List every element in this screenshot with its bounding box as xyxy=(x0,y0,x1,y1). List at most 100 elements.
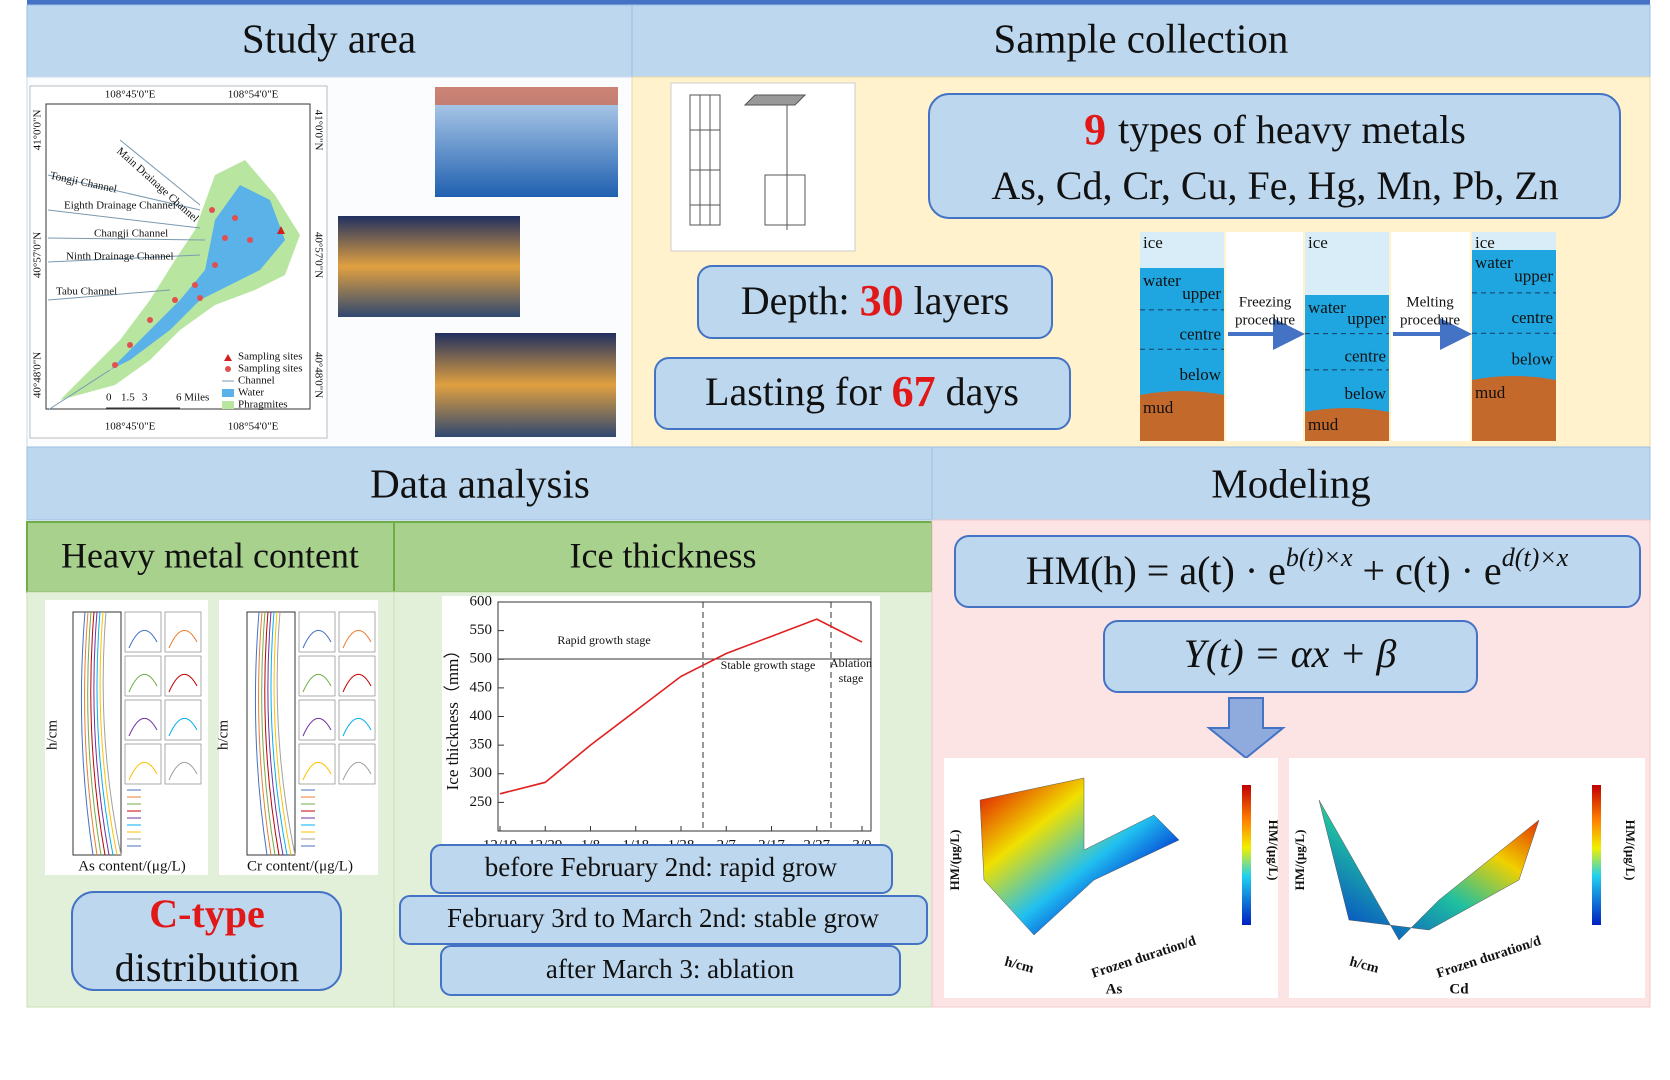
layer-label: mud xyxy=(1308,415,1339,434)
surface xyxy=(1318,799,1540,941)
formula-box xyxy=(1103,620,1478,693)
header-bg xyxy=(26,446,933,521)
highlight-text: C-type xyxy=(149,891,265,936)
info-text: types of heavy metals xyxy=(1118,107,1466,152)
map-label: 40°57'0"N xyxy=(32,232,44,278)
map-label: 108°54'0"E xyxy=(228,421,279,433)
mini-frame xyxy=(298,655,336,697)
photo xyxy=(338,216,520,317)
mini-frame xyxy=(338,743,376,785)
mini-curve xyxy=(302,674,332,693)
y-tick-label: 350 xyxy=(470,737,493,753)
map-label: Eighth Drainage Channel xyxy=(64,200,176,212)
map-label: 108°45'0"E xyxy=(105,89,156,101)
top-strip xyxy=(27,0,1650,5)
axis-title: HM/(μg/L) xyxy=(1266,820,1281,881)
y-tick-label: 600 xyxy=(470,593,493,609)
map-label: 41°0'0"N xyxy=(32,110,44,151)
highlight-text: C-type xyxy=(149,891,265,936)
profile-curve xyxy=(261,611,276,856)
profile-curve xyxy=(270,611,288,856)
process-label: Freezing xyxy=(1239,294,1292,310)
annotation: Ablation xyxy=(830,656,872,670)
subheader: Ice thickness xyxy=(570,535,757,575)
layer-label: centre xyxy=(1344,347,1386,366)
header: Sample collection xyxy=(994,15,1289,61)
formula-part: d(t)×x xyxy=(1502,543,1569,572)
layer-label: ice xyxy=(1308,233,1328,252)
plot-bg xyxy=(219,600,378,875)
axis-label: h/cm xyxy=(44,720,60,750)
info-box xyxy=(928,93,1621,219)
y-tick-label: 500 xyxy=(470,651,493,667)
header: Modeling xyxy=(1211,460,1370,506)
info-box xyxy=(697,265,1053,339)
axis-label: As content/(μg/L) xyxy=(78,858,186,874)
profile-curve xyxy=(87,611,102,856)
formula-part: + c(t) · e xyxy=(1363,548,1502,593)
mini-frame xyxy=(298,611,336,653)
layer-label: mud xyxy=(1475,383,1506,402)
colorbar xyxy=(1242,785,1251,925)
water-layer xyxy=(1472,250,1556,380)
layer-label: ice xyxy=(1475,233,1495,252)
info-text: Lasting for 67 days xyxy=(705,367,1019,416)
formula: Y(t) = αx + β xyxy=(1184,631,1397,676)
photo xyxy=(435,87,618,197)
profile-plots xyxy=(45,600,378,875)
layer-label: centre xyxy=(1511,308,1553,327)
info-text: layers xyxy=(914,278,1010,323)
profile-curve xyxy=(264,611,280,856)
note: February 3rd to March 2nd: stable grow xyxy=(447,903,879,933)
layer-label: water xyxy=(1475,253,1513,272)
mini-curve xyxy=(302,630,332,649)
layer-label: below xyxy=(1179,365,1221,384)
map-label: 40°48'0"N xyxy=(32,352,44,398)
map: 108°45'0"E 108°54'0"E 108°45'0"E 108°54'… xyxy=(29,85,328,439)
chart-bg xyxy=(442,596,880,846)
mini-frame xyxy=(298,699,336,741)
mini-frame xyxy=(164,743,202,785)
map-label: 6 Miles xyxy=(176,392,209,404)
y-tick-label: 250 xyxy=(470,794,493,810)
y-tick-label: 550 xyxy=(470,622,493,638)
annotation: Stable growth stage xyxy=(721,658,816,672)
map-label: Tabu Channel xyxy=(56,286,117,298)
note-box xyxy=(430,844,893,894)
mini-curve xyxy=(168,630,198,649)
mini-frame xyxy=(124,611,162,653)
profile-curve xyxy=(99,611,118,856)
mini-curve xyxy=(342,762,372,781)
map-label: 40°57'0"N xyxy=(312,232,324,278)
map-legend: Phragmites xyxy=(238,399,288,411)
layer-label: below xyxy=(1344,384,1386,403)
mini-frame xyxy=(164,699,202,741)
profile-curve xyxy=(80,611,94,856)
note-box xyxy=(399,895,928,945)
info-text: Lasting for xyxy=(705,369,882,414)
mud-layer xyxy=(1472,376,1556,441)
map-label: 3 xyxy=(142,392,148,404)
axis-label: h/cm xyxy=(215,720,231,750)
map-label: 40°48'0"N xyxy=(312,352,324,398)
map-label: 41°0'0"N xyxy=(312,110,324,151)
header: Study area xyxy=(242,15,416,61)
subheader-bg xyxy=(26,521,395,593)
ice-layer xyxy=(1140,232,1224,268)
axis-title: h/cm xyxy=(1003,955,1036,977)
y-tick-label: 450 xyxy=(470,679,493,695)
info-text: 9 types of heavy metals xyxy=(1084,105,1466,154)
arrow-bg xyxy=(1391,232,1470,441)
map-label: 108°45'0"E xyxy=(105,421,156,433)
process-label: Melting xyxy=(1406,294,1454,310)
header-bg xyxy=(26,4,633,78)
header: Data analysis xyxy=(370,460,590,506)
mini-frame xyxy=(338,655,376,697)
mini-curve xyxy=(342,718,372,737)
profile-curve xyxy=(90,611,106,856)
profile-curve xyxy=(93,611,110,856)
profile-curve xyxy=(102,611,122,856)
profile-curve xyxy=(84,611,98,856)
formula: HM(h) = a(t) · eb(t)×x + c(t) · ed(t)×x xyxy=(1026,543,1569,593)
note: before February 2nd: rapid grow xyxy=(485,852,838,882)
